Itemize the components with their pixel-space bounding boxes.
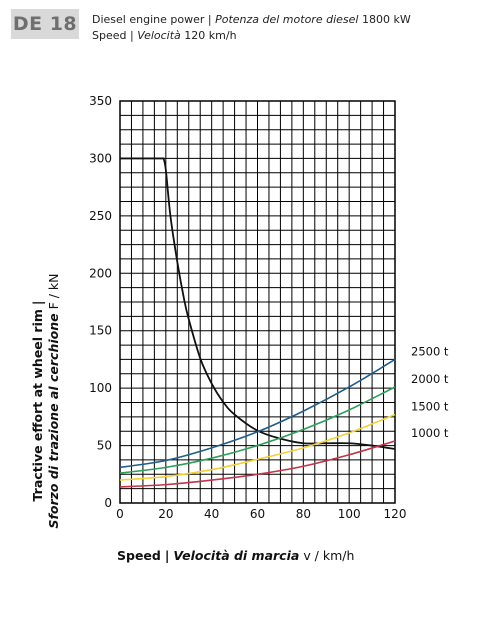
series-label: 2000 t — [411, 372, 449, 386]
x-tick-label: 0 — [116, 507, 124, 521]
y-tick-label: 250 — [89, 209, 112, 223]
model-badge: DE 18 — [11, 9, 79, 39]
plot-frame — [119, 100, 396, 504]
resistance-curve-1000t — [119, 440, 396, 488]
y-tick-label: 0 — [104, 496, 112, 510]
engine-power-line: Diesel engine power | Potenza del motore… — [92, 13, 411, 26]
y-title-it: Sforzo di trazione al cerchione — [46, 313, 61, 529]
y-axis-title: Tractive effort at wheel rim | Sforzo di… — [30, 181, 64, 621]
speed-line: Speed | Velocità 120 km/h — [92, 29, 237, 42]
y-tick-label: 200 — [89, 266, 112, 280]
x-tick-label: 120 — [384, 507, 407, 521]
x-tick-label: 40 — [204, 507, 219, 521]
speed-value: 120 km/h — [184, 29, 237, 42]
x-tick-label: 100 — [338, 507, 361, 521]
x-title-it: Velocità di marcia — [173, 548, 300, 563]
resistance-curve-2000t — [119, 386, 396, 474]
y-tick-label: 50 — [97, 439, 112, 453]
x-tick-label: 80 — [296, 507, 311, 521]
y-tick-label: 100 — [89, 381, 112, 395]
separator: | — [207, 13, 212, 26]
series-label: 1500 t — [411, 400, 449, 414]
series-label: 1000 t — [411, 426, 449, 440]
x-tick-label: 60 — [250, 507, 265, 521]
power-label-it: Potenza del motore diesel — [215, 13, 359, 26]
y-tick-label: 350 — [89, 94, 112, 108]
x-axis-title: Speed | Velocità di marcia v / km/h — [117, 548, 354, 563]
y-title-separator: | — [30, 300, 45, 306]
resistance-curve-1500t — [119, 413, 396, 481]
x-title-unit: v / km/h — [303, 548, 355, 563]
y-tick-label: 300 — [89, 151, 112, 165]
x-tick-label: 20 — [158, 507, 173, 521]
y-title-en: Tractive effort at wheel rim — [30, 309, 45, 502]
speed-label-en: Speed — [92, 29, 127, 42]
separator: | — [129, 29, 134, 42]
tractive-effort-chart: 0 50 100 150 200 250 300 350 0 20 40 60 80 100 120 2500… — [89, 94, 449, 521]
y-tick-label: 150 — [89, 324, 112, 338]
x-title-separator: | — [164, 548, 170, 563]
series-label: 2500 t — [411, 344, 449, 358]
power-label-en: Diesel engine power — [92, 13, 205, 26]
speed-label-it: Velocità — [137, 29, 181, 42]
resistance-curve-2500t — [119, 358, 396, 469]
y-title-unit: F / kN — [46, 273, 61, 310]
tractive-effort-curve — [120, 157, 396, 450]
power-value: 1800 kW — [361, 13, 411, 26]
x-title-en: Speed — [117, 548, 161, 563]
